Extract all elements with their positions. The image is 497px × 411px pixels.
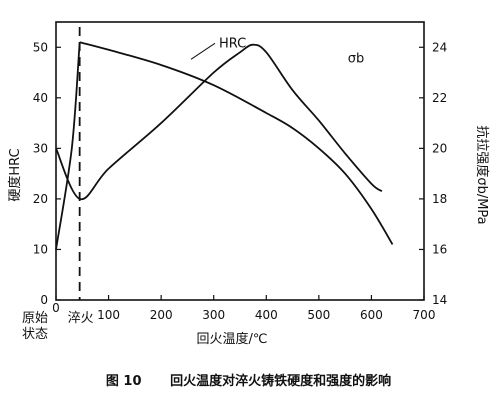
y-left-axis-label: 硬度HRC xyxy=(7,148,23,201)
y-right-tick-label: 16 xyxy=(432,242,447,256)
x-tick-label: 400 xyxy=(255,308,278,322)
y-left-tick-label: 20 xyxy=(33,192,48,206)
figure-caption: 图 10 回火温度对淬火铸铁硬度和强度的影响 xyxy=(0,370,497,389)
x-tick-label: 200 xyxy=(150,308,173,322)
x-label-original-state: 状态 xyxy=(22,327,48,342)
y-left-axis-ticks: 0 10 20 30 40 50 xyxy=(33,40,61,307)
y-right-tick-label: 14 xyxy=(432,293,447,307)
x-label-original-state: 原始 xyxy=(22,311,48,326)
series-line-2 xyxy=(55,42,81,250)
y-left-tick-label: 0 xyxy=(40,293,48,307)
x-axis-label: 回火温度/℃ xyxy=(197,331,268,347)
series-line-sigma-b xyxy=(55,43,383,200)
y-right-axis-label: 抗拉强度σb/MPa xyxy=(474,125,490,224)
y-right-tick-label: 20 xyxy=(432,141,447,155)
series-label-hrc: HRC xyxy=(219,36,246,51)
x-tick-label: 700 xyxy=(413,308,436,322)
figure-caption-text: 回火温度对淬火铸铁硬度和强度的影响 xyxy=(170,374,392,389)
plot-frame xyxy=(55,21,425,301)
y-right-tick-label: 22 xyxy=(432,91,447,105)
x-tick-label: 100 xyxy=(97,308,120,322)
x-label-quench: 淬火 xyxy=(68,311,94,326)
figure-number: 图 10 xyxy=(105,374,142,389)
series-label-sigma-b: σb xyxy=(348,51,365,66)
series-layer xyxy=(55,27,394,300)
y-left-tick-label: 50 xyxy=(33,40,48,54)
y-right-tick-label: 18 xyxy=(432,192,447,206)
plot-border xyxy=(55,21,425,301)
x-tick-label: 0 xyxy=(52,301,60,315)
y-left-tick-label: 30 xyxy=(33,141,48,155)
y-right-tick-label: 24 xyxy=(432,40,447,54)
y-right-axis-ticks: 14 16 18 20 22 24 xyxy=(419,40,447,307)
x-tick-label: 300 xyxy=(202,308,225,322)
x-tick-label: 600 xyxy=(360,308,383,322)
annotations: HRC σb xyxy=(190,36,365,66)
y-left-tick-label: 10 xyxy=(33,242,48,256)
hrc-label-leader xyxy=(190,42,216,60)
x-tick-label: 500 xyxy=(307,308,330,322)
series-line-hrc xyxy=(79,41,394,245)
y-left-tick-label: 40 xyxy=(33,91,48,105)
